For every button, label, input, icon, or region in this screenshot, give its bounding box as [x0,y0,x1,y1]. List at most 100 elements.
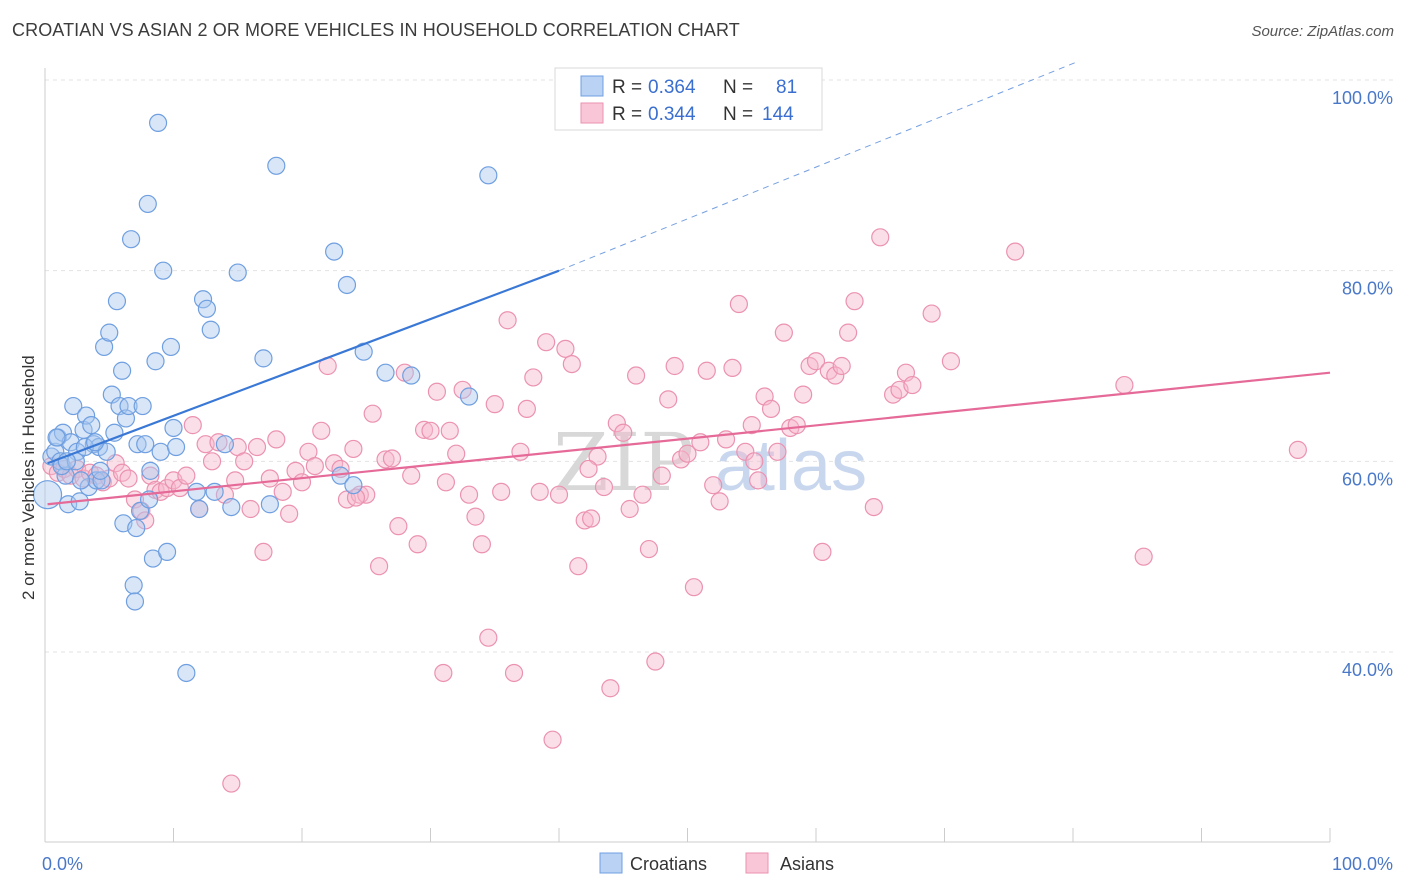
legend-r-value-asians: 0.344 [648,104,696,125]
data-point-asians [498,311,517,330]
data-point-asians [260,469,279,488]
data-point-asians [826,366,845,385]
data-point-asians [440,421,459,440]
watermark-atlas: atlas [715,426,867,506]
data-point-croatians [91,461,110,480]
data-point-croatians [119,396,138,416]
y-axis-title: 2 or more Vehicles in Household [19,355,38,600]
data-point-asians [684,578,704,597]
watermark-zip: ZIP [553,416,694,509]
data-point-asians [745,452,764,471]
data-point-asians [871,228,890,247]
data-point-asians [556,339,575,358]
bottom-legend-label-asians: Asians [780,854,834,874]
legend-box: R = 0.364 N = 81 R = 0.344 N = 144 [554,67,823,131]
data-point-asians [601,679,620,698]
data-point-asians [652,466,671,485]
data-point-asians [665,356,684,376]
data-point-croatians [124,576,143,595]
data-point-croatians [92,471,111,490]
trend-line-asians [47,371,1331,506]
data-point-croatians [376,363,395,382]
trend-line-croatians-extension [558,60,1080,272]
data-point-asians [633,485,652,504]
legend-n-label-asians: N = [723,104,753,125]
tick-labels: 100.0% 80.0% 60.0% 40.0% 0.0% 100.0% [42,88,1393,874]
data-point-asians [832,356,851,376]
watermark: ZIP atlas [553,416,867,509]
data-point-asians [436,473,456,492]
data-point-asians [408,535,427,554]
data-point-asians [280,504,299,523]
data-point-asians [459,485,479,504]
gridlines [45,79,1395,653]
data-point-asians [659,390,678,409]
data-point-croatians [187,482,206,501]
data-point-asians [414,420,434,439]
data-point-asians [864,497,883,517]
data-point-croatians [154,261,173,280]
data-point-asians [620,499,639,519]
data-point-croatians [190,499,209,519]
data-point-asians [434,663,453,683]
legend-n-value-croatians: 81 [776,77,797,98]
data-point-asians [594,477,614,497]
data-point-asians [794,385,813,404]
legend-r-label-asians: R = [612,104,642,125]
series-asians-points [42,228,1307,793]
data-point-croatians [138,194,157,214]
data-point-asians [614,423,633,442]
data-point-asians [492,482,511,501]
trend-lines [47,60,1331,506]
data-point-asians [626,366,646,385]
data-point-croatians [228,263,247,282]
x-tick-label: 100.0% [1332,854,1393,874]
data-point-asians [839,323,858,342]
data-point-asians [305,457,324,476]
data-point-croatians [112,361,132,380]
data-point-croatians [77,406,96,425]
data-point-croatians [82,416,101,435]
data-point-asians [1006,242,1025,261]
data-point-asians [704,476,723,495]
data-point-croatians [141,461,160,480]
data-point-asians [537,333,556,352]
data-point-asians [639,539,659,559]
data-point-croatians [161,337,181,357]
data-point-croatians [337,275,357,295]
data-point-asians [517,399,536,418]
data-point-asians [382,449,402,468]
data-point-asians [543,730,562,749]
data-point-croatians [47,428,66,447]
legend-n-label-croatians: N = [723,77,753,98]
data-point-asians [247,437,267,457]
data-point-croatians [61,433,80,452]
data-point-croatians [107,292,127,311]
x-tick-label: 0.0% [42,854,83,874]
data-point-asians [1134,547,1153,566]
data-point-croatians [325,242,344,261]
data-point-asians [806,352,826,371]
data-point-croatians [254,349,273,368]
bottom-legend-label-croatians: Croatians [630,854,707,874]
data-point-croatians [193,290,213,309]
data-point-asians [183,416,202,435]
data-point-asians [421,421,440,440]
legend-n-value-asians: 144 [762,104,794,125]
data-point-asians [370,557,389,576]
data-point-asians [749,471,768,490]
data-point-croatians [148,113,168,133]
data-point-asians [729,294,749,314]
legend-swatch-croatians [580,75,604,97]
data-point-asians [472,535,491,554]
data-point-croatians [164,418,183,438]
data-point-asians [697,361,716,380]
data-point-croatians [267,156,286,175]
data-point-asians [504,663,524,683]
data-point-croatians [146,352,165,371]
data-point-croatians [177,663,196,683]
data-point-croatians [127,518,146,538]
data-point-asians [742,416,761,435]
data-point-asians [389,517,408,536]
